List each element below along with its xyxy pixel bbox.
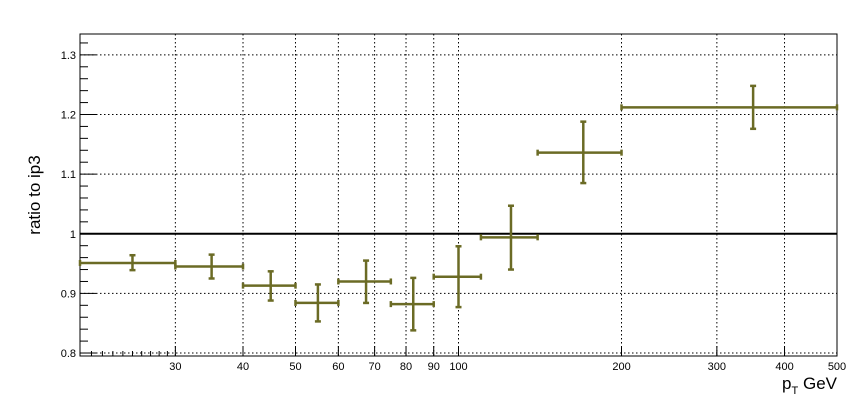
x-tick-label: 50: [289, 361, 301, 373]
y-tick-label: 1: [70, 229, 76, 241]
data-point: [389, 276, 435, 332]
x-axis-title-subscript: T: [792, 385, 799, 397]
data-point: [174, 253, 245, 280]
x-tick-label: 500: [828, 361, 846, 373]
x-tick-label: 90: [428, 361, 440, 373]
x-tick-label: 40: [237, 361, 249, 373]
x-tick-label: 400: [775, 361, 793, 373]
x-tick-label: 300: [708, 361, 726, 373]
data-point: [241, 270, 297, 302]
x-axis-title-unit: GeV: [798, 374, 837, 393]
y-tick-label: 0.8: [61, 348, 76, 360]
y-tick-label: 0.9: [61, 288, 76, 300]
x-tick-label: 60: [332, 361, 344, 373]
x-tick-label: 80: [400, 361, 412, 373]
x-tick-label: 70: [368, 361, 380, 373]
data-point: [536, 120, 623, 185]
x-axis-title-symbol: p: [782, 374, 791, 393]
y-axis-title: ratio to ip3: [25, 155, 44, 234]
data-point: [432, 245, 483, 309]
data-points: [78, 84, 839, 332]
tick-labels: 30 40 50 60 70 80 90 100 200 300 400 500 0.8 0.9 1 1.1 1…: [61, 50, 846, 373]
data-point: [78, 253, 177, 272]
data-point: [294, 283, 340, 323]
data-point: [337, 259, 393, 305]
y-tick-label: 1.1: [61, 169, 76, 181]
data-point: [620, 84, 839, 131]
x-tick-label: 100: [449, 361, 467, 373]
y-tick-label: 1.2: [61, 110, 76, 122]
x-tick-label: 30: [169, 361, 181, 373]
y-tick-label: 1.3: [61, 50, 76, 62]
data-point: [479, 204, 539, 271]
x-tick-label: 200: [612, 361, 630, 373]
axis-ticks: [80, 42, 838, 356]
x-axis-title: pT GeV: [782, 374, 838, 397]
